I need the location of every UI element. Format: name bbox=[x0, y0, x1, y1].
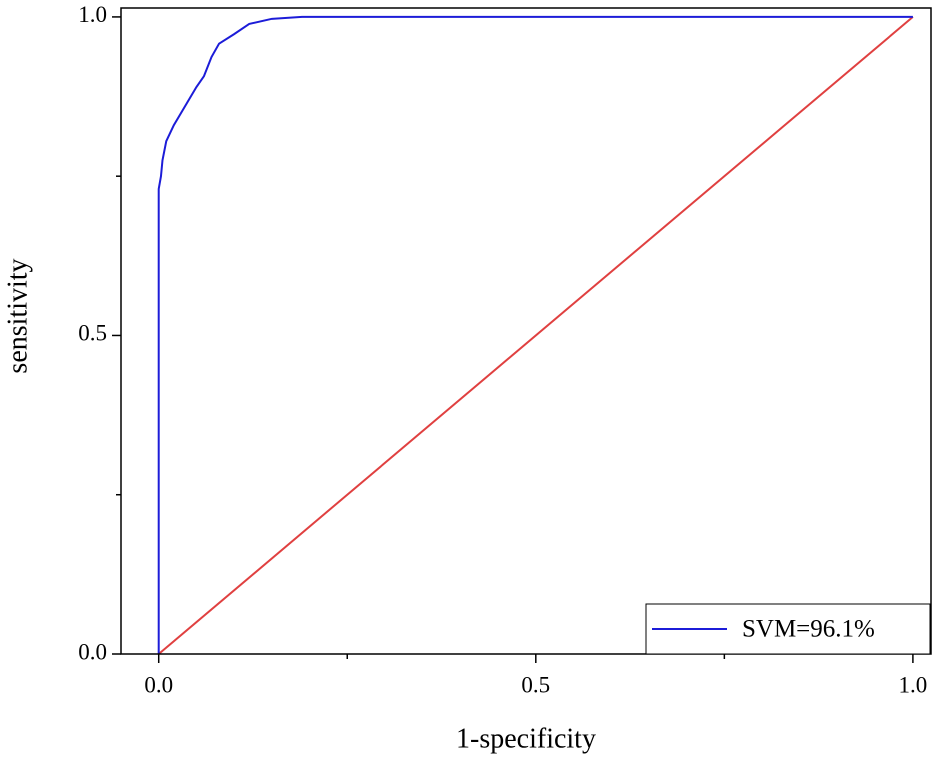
x-tick-label: 0.0 bbox=[144, 672, 173, 697]
line-series bbox=[158, 16, 914, 655]
y-tick-label: 0.0 bbox=[78, 639, 107, 664]
legend-label: SVM=96.1% bbox=[742, 616, 875, 643]
y-axis-title: sensitivity bbox=[2, 258, 33, 373]
x-tick-label: 0.5 bbox=[521, 672, 550, 697]
line-series bbox=[157, 15, 913, 654]
y-tick-label: 1.0 bbox=[78, 2, 107, 27]
x-axis-title: 1-specificity bbox=[456, 723, 596, 754]
plot-frame bbox=[120, 7, 932, 655]
y-tick-label: 0.5 bbox=[78, 321, 107, 346]
x-tick-label: 1.0 bbox=[899, 672, 928, 697]
